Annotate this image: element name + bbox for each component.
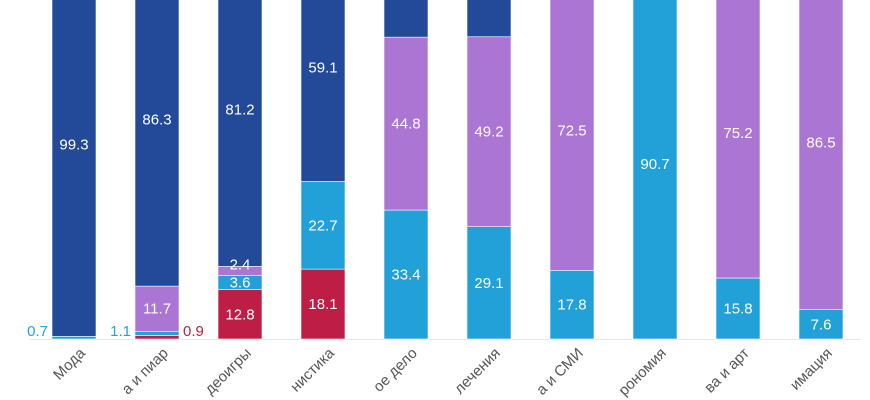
data-label: 86.3 [142,112,171,129]
data-label: 86.5 [806,135,835,152]
bar-segment [134,330,180,336]
data-label: 0.9 [183,323,204,340]
bar-segment [217,289,263,340]
data-label: 22.7 [308,217,337,234]
data-label: 72.5 [557,122,586,139]
bar-segment [383,0,429,38]
data-label: 7.6 [811,316,832,333]
category-label: ва и арт [701,345,753,397]
category-label: ое дело [370,345,421,396]
bar-segment [300,181,346,270]
data-label: 75.2 [723,125,752,142]
data-label: 29.1 [474,275,503,292]
bar-segment [715,277,761,340]
bar-segment [466,226,512,340]
bar-segment [51,0,97,337]
data-label: 44.8 [391,116,420,133]
bar-segment [383,209,429,340]
data-label: 90.7 [640,156,669,173]
data-label: 33.4 [391,267,420,284]
bar-segment [383,36,429,211]
bar-segment [715,0,761,279]
data-label: 3.6 [230,275,251,292]
bar-segment [632,0,678,340]
data-label: 0.7 [27,323,48,340]
bar-segment [549,0,595,271]
bar-segment [134,285,180,332]
data-label: 21.8 [391,0,420,4]
category-label: рономия [615,345,670,400]
data-label: 11.7 [143,301,171,318]
bar-segment [798,0,844,310]
data-label: 18.1 [308,296,337,313]
data-label: 99.3 [59,137,88,154]
category-label: а и СМИ [533,345,587,399]
bar-segment [51,335,97,340]
bar-segment [300,268,346,340]
bar-segment [466,0,512,38]
category-label: нистика [287,344,338,395]
bar-segment [300,0,346,182]
data-label: 81.2 [225,102,254,119]
category-label: лечения [451,345,504,398]
bar-segment [217,0,263,267]
category-label: имация [787,345,836,394]
data-label: 17.8 [557,297,586,314]
data-label: 15.8 [723,301,752,318]
data-label: 2.4 [230,257,251,274]
bar-segment [134,335,180,340]
data-label: 12.8 [225,306,254,323]
data-label: 59.1 [308,59,337,76]
data-label: 21.7 [474,0,503,4]
data-label: 1.1 [110,323,131,340]
bar-segment [134,0,180,287]
category-label: Мода [50,344,89,383]
category-label: деоигры [201,345,254,398]
category-label: а и пиар [119,345,172,398]
bar-segment [549,269,595,340]
bar-segment [466,36,512,227]
data-label: 49.2 [474,124,503,141]
